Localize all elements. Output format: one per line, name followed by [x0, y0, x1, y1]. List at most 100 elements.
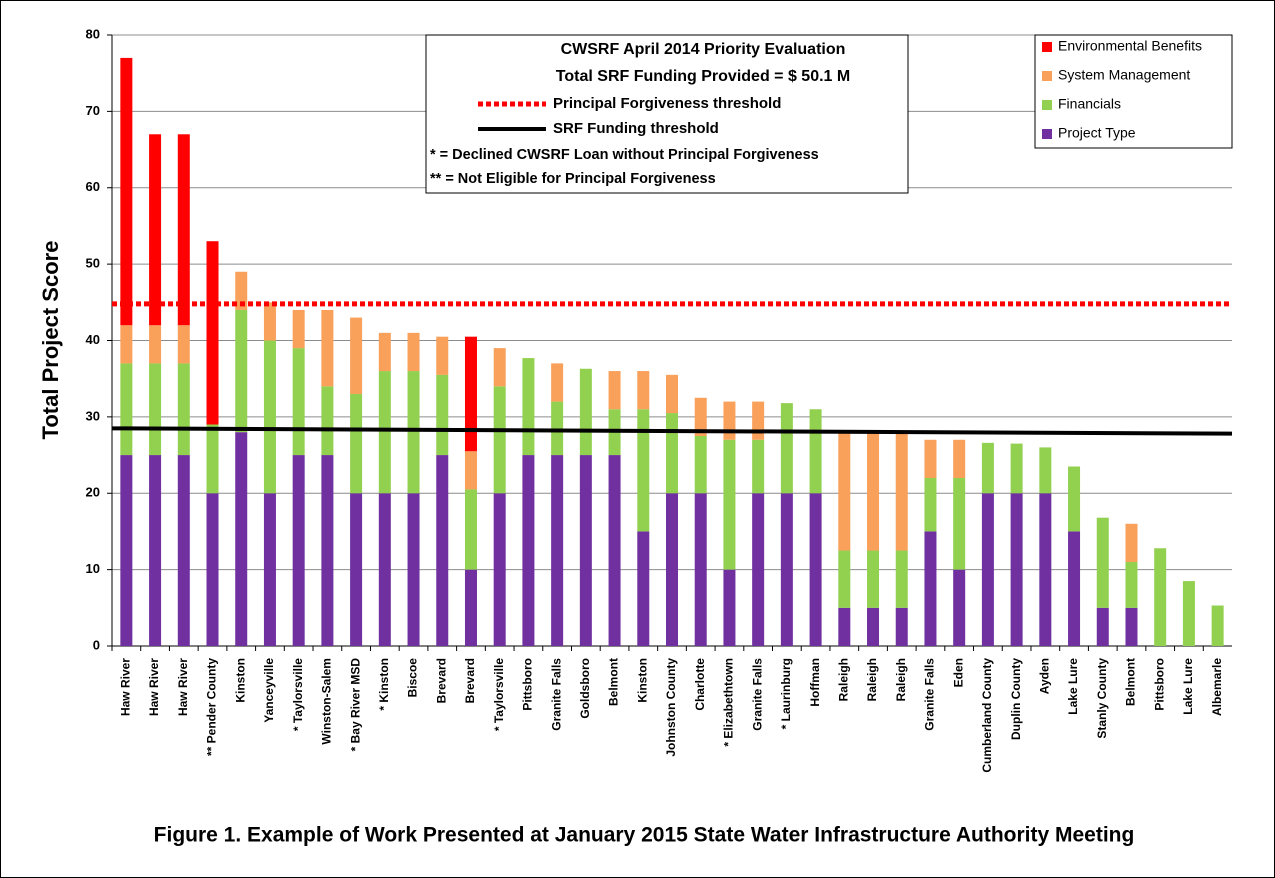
bar-segment — [436, 336, 449, 375]
y-tick-label: 40 — [86, 332, 100, 347]
legend-swatch — [1042, 42, 1052, 52]
bar-segment — [407, 493, 420, 646]
bar-segment — [867, 432, 880, 551]
bar-segment — [666, 493, 678, 646]
bar-segment — [694, 435, 707, 494]
bar-segment — [206, 493, 219, 646]
x-tick-label: Biscoe — [406, 658, 420, 698]
bar-segment — [1010, 443, 1023, 494]
bar-segment — [464, 569, 477, 646]
bar-segment — [780, 493, 793, 646]
x-tick-label: Belmont — [607, 658, 621, 706]
bar-segment — [522, 455, 535, 646]
bar-segment — [120, 363, 133, 456]
bar-segment — [723, 439, 736, 570]
bar-segment — [177, 455, 190, 646]
x-tick-label: * Taylorsville — [291, 658, 305, 731]
annotation-note: * = Declined CWSRF Loan without Principa… — [430, 147, 819, 163]
bar-segment — [292, 309, 305, 349]
bar-segment — [895, 432, 908, 551]
bar-segment — [867, 607, 880, 646]
x-tick-label: Eden — [951, 658, 965, 687]
bar-segment — [666, 413, 678, 494]
bar-segment — [579, 368, 592, 456]
bar-segment — [551, 455, 564, 646]
legend-swatch — [1042, 129, 1052, 139]
bar-segment — [1068, 531, 1081, 646]
y-tick-label: 80 — [86, 26, 100, 41]
bar-segment — [177, 325, 190, 364]
bar-segment — [1125, 561, 1138, 608]
bar-segment — [1010, 493, 1023, 646]
bar-segment — [1125, 607, 1138, 646]
bar-segment — [924, 439, 937, 478]
x-tick-label: Granite Falls — [750, 658, 764, 731]
bar-segment — [464, 336, 477, 452]
bar-segment — [464, 489, 477, 570]
bar-segment — [235, 309, 248, 433]
x-tick-label: Johnston County — [664, 658, 678, 757]
bar-segment — [493, 386, 506, 494]
bar-segment — [120, 57, 133, 326]
bar-segment — [752, 493, 765, 646]
annotation-box — [425, 34, 909, 194]
y-tick-label: 60 — [86, 179, 100, 194]
bar-segment — [981, 493, 994, 646]
x-tick-label: Duplin County — [1009, 658, 1023, 740]
y-tick-label: 20 — [86, 485, 100, 500]
x-tick-label: * Elizabethtown — [722, 658, 736, 747]
x-tick-label: ** Pender County — [205, 658, 219, 756]
bar-segment — [493, 493, 506, 646]
x-tick-label: Raleigh — [894, 658, 908, 701]
x-tick-label: Haw River — [119, 658, 133, 716]
x-tick-label: Raleigh — [836, 658, 850, 701]
bar-segment — [292, 455, 305, 646]
bar-segment — [637, 531, 650, 646]
bar-segment — [149, 363, 162, 456]
x-tick-label: Lake Lure — [1181, 658, 1195, 715]
x-tick-label: Belmont — [1124, 658, 1138, 706]
bar-segment — [1039, 447, 1052, 494]
threshold-legend-label: SRF Funding threshold — [553, 120, 719, 137]
x-tick-label: Granite Falls — [923, 658, 937, 731]
x-tick-label: * Bay River MSD — [348, 658, 362, 752]
bar-segment — [666, 374, 678, 414]
legend-label: Financials — [1058, 96, 1121, 112]
x-tick-label: Hoffman — [808, 658, 822, 707]
x-tick-label: Kinston — [635, 658, 649, 703]
bar-segment — [1211, 605, 1224, 646]
bar-segment — [206, 424, 219, 494]
bar-segment — [809, 493, 822, 646]
bar-segment — [953, 569, 966, 646]
bar-segment — [350, 493, 363, 646]
legend-label: Project Type — [1058, 125, 1136, 141]
legend-swatch — [1042, 100, 1052, 110]
bar-segment — [895, 550, 908, 608]
bar-segment — [924, 477, 937, 532]
bar-segment — [809, 409, 822, 494]
bar-segment — [1154, 548, 1167, 646]
x-tick-label: Granite Falls — [549, 658, 563, 731]
bar-segment — [608, 371, 621, 410]
bar-segment — [407, 371, 420, 494]
bar-segment — [953, 477, 966, 570]
legend-swatch — [1042, 71, 1052, 81]
bar-segment — [378, 332, 391, 372]
bar-segment — [206, 241, 219, 425]
bar-segment — [637, 371, 650, 410]
x-tick-label: Pittsboro — [521, 658, 535, 711]
bar-segment — [1125, 523, 1138, 562]
bar-segment — [350, 393, 363, 494]
bar-segment — [608, 455, 621, 646]
x-tick-label: Haw River — [176, 658, 190, 716]
bar-segment — [321, 309, 334, 387]
y-axis-label: Total Project Score — [38, 241, 63, 440]
bar-segment — [149, 325, 162, 364]
bar-segment — [981, 442, 994, 494]
caption: Figure 1. Example of Work Presented at J… — [154, 824, 1135, 847]
x-tick-label: Cumberland County — [980, 658, 994, 773]
bar-segment — [723, 569, 736, 646]
bar-segment — [149, 455, 162, 646]
bar-segment — [694, 397, 707, 436]
